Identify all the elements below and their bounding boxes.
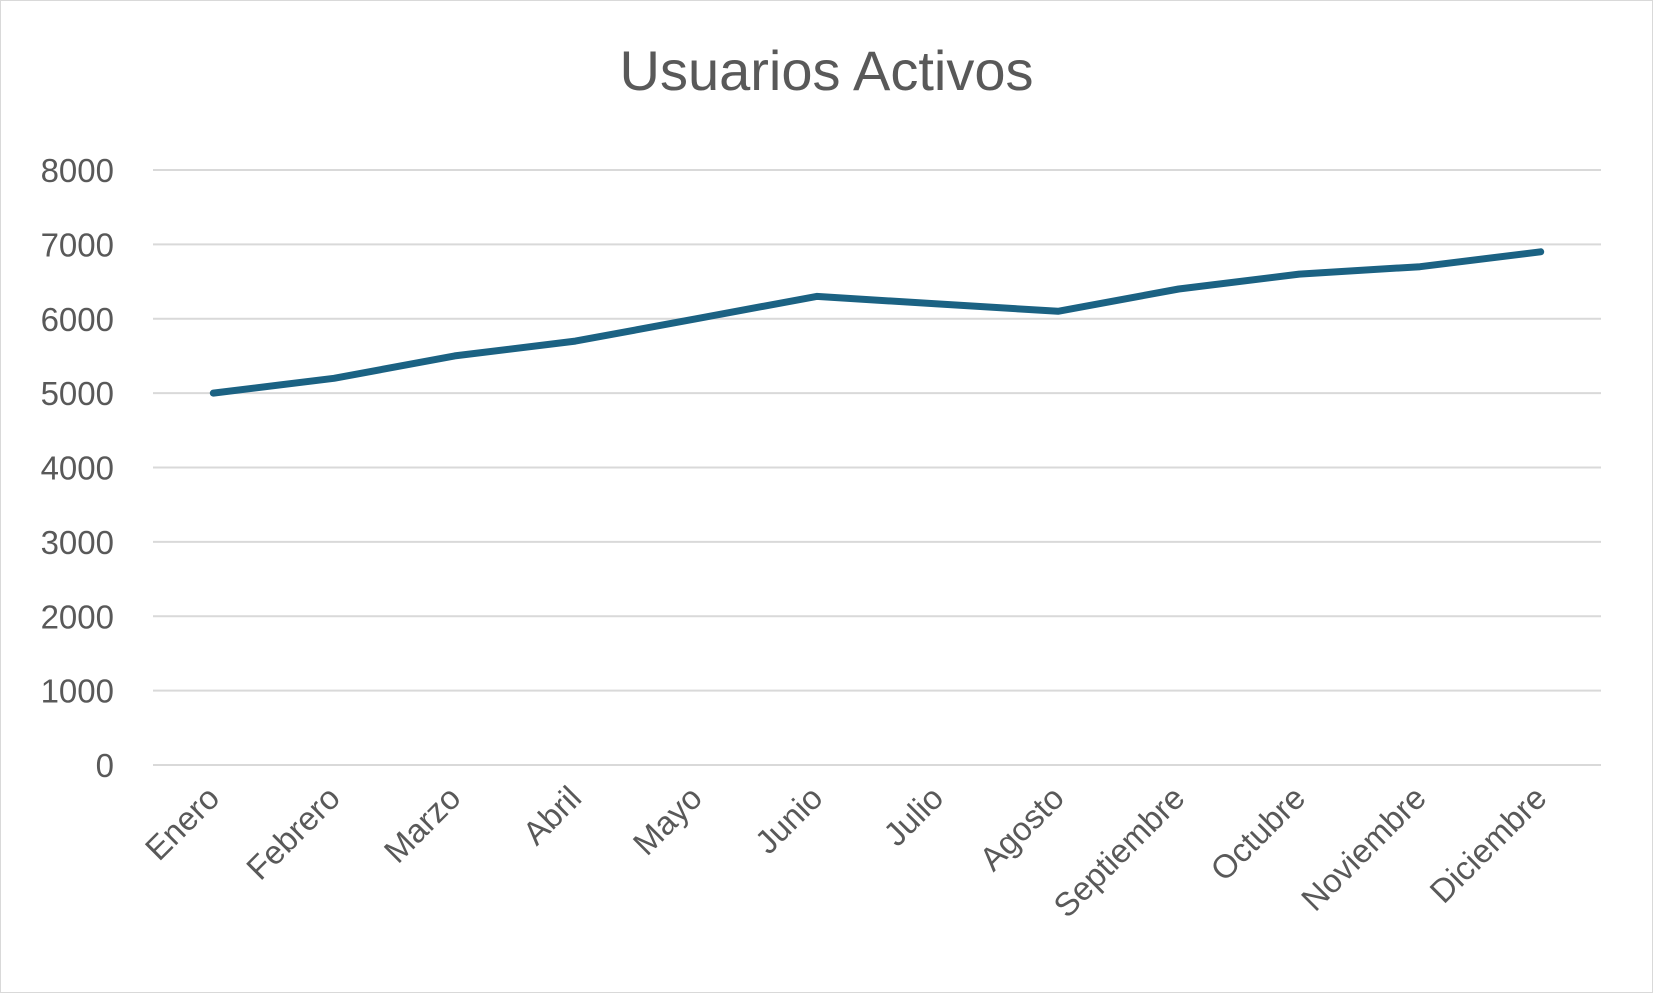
grid-layer [153, 169, 1601, 766]
y-tick-label: 7000 [41, 226, 114, 263]
x-tick-label: Junio [748, 779, 830, 861]
y-tick-label: 6000 [41, 301, 114, 338]
y-tick-label: 3000 [41, 524, 114, 561]
x-tick-label: Abril [515, 779, 588, 852]
x-tick-label: Marzo [377, 779, 468, 870]
x-tick-label: Septiembre [1046, 779, 1191, 924]
y-tick-label: 5000 [41, 375, 114, 412]
x-tick-label: Noviembre [1294, 779, 1433, 918]
y-tick-label: 0 [96, 747, 114, 784]
series-layer [209, 248, 1545, 397]
y-tick-label: 1000 [41, 673, 114, 710]
x-tick-label: Octubre [1203, 779, 1312, 888]
x-tick-label: Mayo [626, 779, 709, 862]
x-tick-label: Diciembre [1422, 779, 1553, 910]
y-axis-ticks: 0 1000 2000 3000 4000 5000 6000 7000 8000 [41, 152, 114, 784]
x-tick-label: Agosto [972, 779, 1071, 878]
y-tick-label: 4000 [41, 450, 114, 487]
x-tick-label: Julio [876, 779, 950, 853]
x-axis-ticks: Enero Febrero Marzo Abril Mayo Junio Julio Agos… [138, 779, 1554, 924]
y-tick-label: 8000 [41, 152, 114, 189]
chart-title: Usuarios Activos [619, 39, 1034, 102]
x-tick-label: Enero [138, 779, 226, 867]
y-tick-label: 2000 [41, 598, 114, 635]
series-line [209, 248, 1545, 397]
x-tick-label: Febrero [239, 779, 347, 887]
